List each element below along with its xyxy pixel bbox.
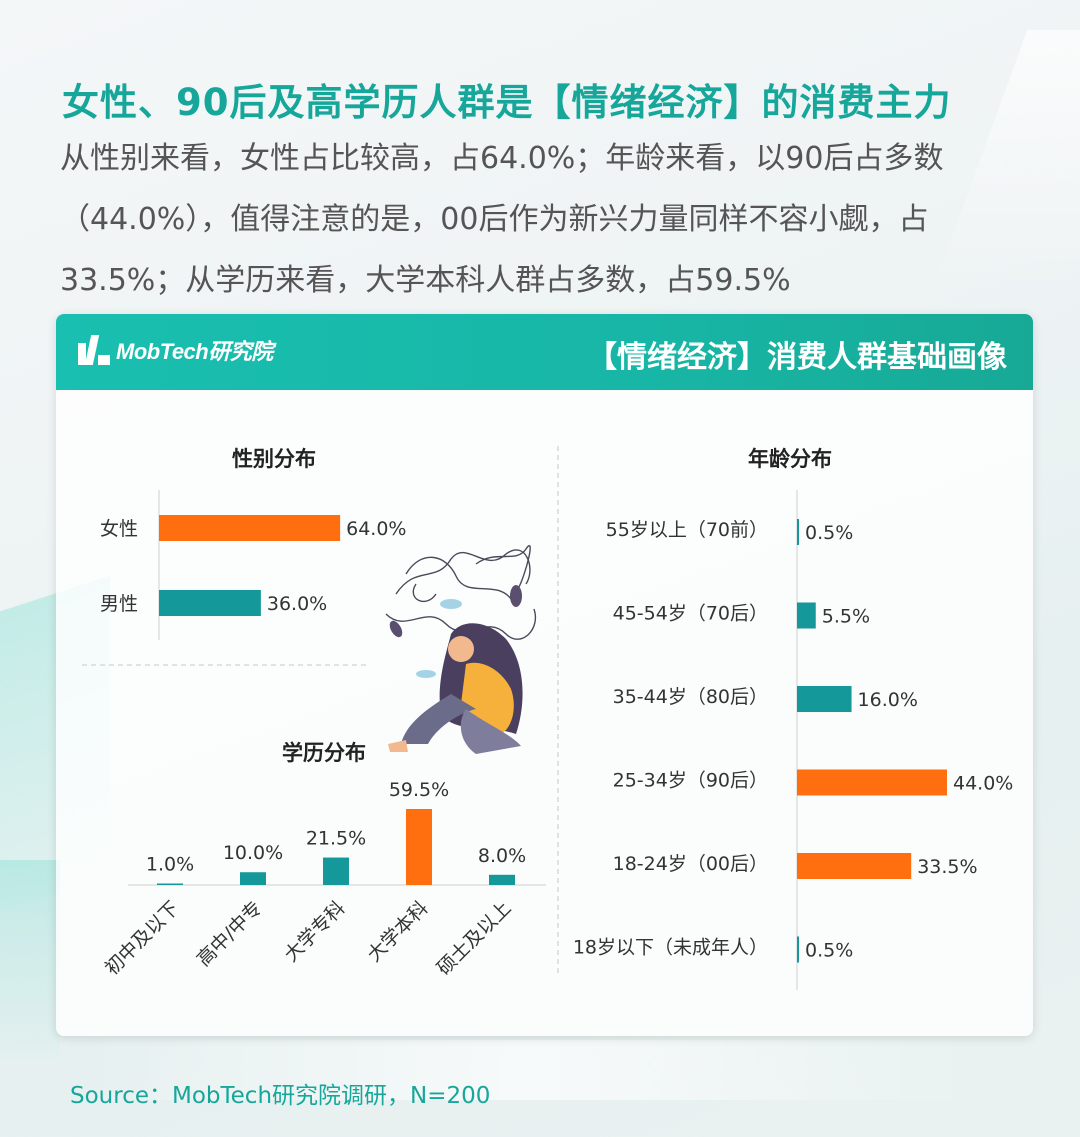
logo-text: MobTech研究院 — [116, 339, 273, 364]
education-bar — [157, 883, 183, 885]
gender-chart-title: 性别分布 — [232, 447, 316, 471]
age-category-label: 35-44岁（80后） — [613, 686, 768, 708]
background-decoration — [80, 1040, 980, 1100]
woman-illustration — [385, 545, 537, 754]
education-chart-title: 学历分布 — [282, 741, 366, 765]
age-category-label: 18岁以下（未成年人） — [573, 937, 768, 959]
age-value-label: 16.0% — [858, 689, 918, 711]
logo: MobTech研究院 — [78, 334, 273, 366]
gender-bar — [159, 590, 261, 616]
age-value-label: 44.0% — [953, 773, 1013, 795]
age-bar — [797, 686, 852, 712]
age-bar — [797, 769, 947, 796]
background-decoration — [0, 860, 60, 1060]
age-bar — [797, 602, 816, 629]
education-value-label: 59.5% — [389, 779, 449, 801]
education-bar — [489, 874, 515, 885]
age-category-label: 18-24岁（00后） — [613, 853, 768, 875]
education-bar — [323, 857, 349, 885]
age-value-label: 5.5% — [822, 606, 870, 628]
gender-bar — [159, 515, 341, 541]
education-value-label: 1.0% — [146, 854, 194, 876]
page-description: 从性别来看，女性占比较高，占64.0%；年龄来看，以90后占多数（44.0%），… — [60, 141, 944, 298]
age-value-label: 0.5% — [805, 522, 853, 544]
age-chart-title: 年龄分布 — [748, 447, 832, 471]
education-bar — [240, 872, 266, 885]
gender-category-label: 男性 — [100, 593, 138, 615]
gender-category-label: 女性 — [100, 518, 138, 540]
age-category-label: 45-54岁（70后） — [613, 603, 768, 625]
gender-value-label: 36.0% — [267, 593, 327, 615]
education-bar — [406, 809, 432, 885]
education-category-label: 大学专科 — [280, 897, 349, 966]
card-header-title: 【情绪经济】消费人群基础画像 — [587, 340, 1007, 375]
chart-card: MobTech研究院 【情绪经济】消费人群基础画像 — [56, 314, 1033, 1036]
age-bar — [797, 936, 799, 963]
gender-value-label: 64.0% — [346, 518, 406, 540]
education-value-label: 8.0% — [478, 845, 526, 867]
education-category-label: 高中/中专 — [193, 897, 267, 971]
age-category-label: 55岁以上（70前） — [606, 519, 768, 541]
education-category-label: 初中及以下 — [101, 897, 184, 980]
card-header: MobTech研究院 【情绪经济】消费人群基础画像 — [56, 314, 1033, 390]
education-value-label: 10.0% — [223, 842, 283, 864]
logo-icon — [78, 335, 112, 365]
age-bar — [797, 853, 912, 879]
education-category-label: 硕士及以上 — [433, 897, 516, 980]
education-category-label: 大学本科 — [363, 897, 432, 966]
age-category-label: 25-34岁（90后） — [613, 770, 768, 792]
age-value-label: 0.5% — [805, 940, 853, 962]
age-value-label: 33.5% — [917, 856, 977, 878]
education-value-label: 21.5% — [306, 828, 366, 850]
age-bar — [797, 519, 799, 545]
source-note: Source：MobTech研究院调研，N=200 — [70, 1083, 491, 1109]
page-title: 女性、90后及高学历人群是【情绪经济】的消费主力 — [62, 81, 952, 124]
